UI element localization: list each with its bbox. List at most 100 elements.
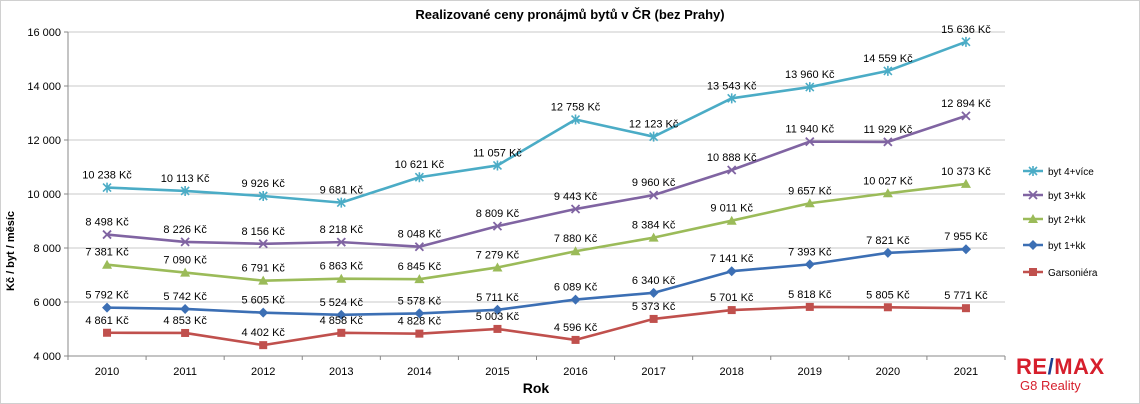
- data-label: 10 373 Kč: [941, 166, 991, 178]
- data-label: 12 758 Kč: [551, 102, 601, 114]
- data-label: 8 809 Kč: [476, 208, 520, 220]
- data-point: [648, 190, 659, 200]
- y-tick-label: 12 000: [27, 135, 61, 147]
- data-label: 6 863 Kč: [320, 261, 364, 273]
- x-tick-label: 2015: [485, 366, 509, 378]
- data-point: [258, 239, 268, 249]
- data-label: 5 524 Kč: [320, 297, 364, 309]
- data-point: [649, 131, 659, 142]
- data-label: 5 742 Kč: [163, 291, 207, 303]
- data-point: [180, 237, 190, 247]
- x-tick-label: 2017: [641, 366, 665, 378]
- data-point: [961, 304, 970, 313]
- data-point: [492, 221, 503, 231]
- data-label: 11 057 Kč: [473, 147, 522, 159]
- data-label: 10 238 Kč: [82, 170, 132, 182]
- y-tick-label: 4 000: [33, 351, 61, 363]
- data-point: [805, 302, 814, 311]
- legend-marker: [1028, 190, 1038, 200]
- data-point: [570, 114, 581, 125]
- data-label: 9 681 Kč: [320, 185, 364, 197]
- data-label: 6 340 Kč: [632, 275, 676, 287]
- y-tick-label: 14 000: [27, 81, 61, 93]
- data-label: 8 384 Kč: [632, 220, 676, 232]
- data-point: [258, 190, 268, 201]
- x-tick-label: 2014: [407, 366, 431, 378]
- data-point: [883, 137, 893, 147]
- data-label: 6 089 Kč: [554, 282, 598, 294]
- remax-logo-text: RE/MAX: [1016, 354, 1105, 379]
- data-label: 7 141 Kč: [710, 253, 754, 265]
- data-point: [258, 275, 269, 285]
- legend: byt 4+více byt 3+kk byt 2+kk byt 1+kk Garson…: [1023, 166, 1098, 279]
- data-label: 8 048 Kč: [398, 229, 442, 241]
- data-label: 5 711 Kč: [476, 292, 519, 304]
- data-label: 4 828 Kč: [398, 316, 442, 328]
- data-point: [804, 198, 815, 208]
- data-point: [570, 246, 581, 256]
- data-label: 13 960 Kč: [785, 69, 835, 81]
- data-label: 11 929 Kč: [864, 124, 913, 136]
- data-point: [960, 178, 971, 188]
- data-label: 12 894 Kč: [941, 98, 991, 110]
- legend-label: byt 4+více: [1048, 167, 1094, 178]
- data-label: 6 791 Kč: [241, 263, 285, 275]
- data-label: 5 805 Kč: [866, 289, 910, 301]
- x-tick-label: 2018: [719, 366, 743, 378]
- x-tick-label: 2013: [329, 366, 353, 378]
- data-label: 8 218 Kč: [320, 224, 364, 236]
- data-label: 4 858 Kč: [320, 315, 364, 327]
- data-point: [805, 82, 815, 93]
- data-point: [727, 306, 736, 315]
- data-label: 7 381 Kč: [85, 247, 129, 259]
- data-point: [492, 262, 503, 272]
- data-point: [571, 335, 580, 344]
- y-tick-label: 6 000: [33, 297, 61, 309]
- legend-label: byt 3+kk: [1048, 191, 1087, 202]
- data-point: [726, 266, 737, 277]
- data-point: [727, 93, 737, 104]
- data-point: [336, 309, 347, 320]
- data-label: 7 880 Kč: [554, 233, 598, 245]
- data-point: [804, 259, 815, 270]
- remax-logo: RE/MAX G8 Reality: [1016, 356, 1134, 400]
- data-point: [492, 160, 503, 171]
- x-tick-label: 2016: [563, 366, 587, 378]
- data-point: [727, 165, 737, 175]
- data-label: 8 498 Kč: [85, 217, 129, 229]
- data-point: [102, 259, 113, 269]
- data-label: 9 657 Kč: [788, 185, 832, 197]
- series-line: [106, 182, 967, 282]
- legend-marker: [1029, 268, 1037, 276]
- data-label: 9 011 Kč: [710, 203, 753, 215]
- data-point: [961, 111, 971, 121]
- data-label: 4 853 Kč: [163, 315, 207, 327]
- data-point: [102, 182, 112, 193]
- data-label: 5 771 Kč: [944, 290, 988, 302]
- remax-logo-subtitle: G8 Reality: [1020, 378, 1081, 393]
- data-point: [805, 136, 815, 147]
- data-label: 9 443 Kč: [554, 191, 598, 203]
- legend-item: byt 2+kk: [1023, 214, 1087, 226]
- data-point: [414, 274, 425, 284]
- series-line: [106, 114, 967, 249]
- series-line: [107, 247, 967, 317]
- data-point: [103, 328, 112, 337]
- x-tick-label: 2012: [251, 366, 275, 378]
- x-tick-label: 2011: [173, 366, 197, 378]
- data-label: 8 226 Kč: [163, 224, 207, 236]
- data-point: [180, 303, 191, 314]
- series-line: [107, 305, 966, 347]
- data-point: [414, 172, 424, 183]
- data-point: [961, 36, 971, 47]
- series-line: [106, 40, 967, 204]
- data-label: 10 888 Kč: [707, 152, 757, 164]
- legend-item: byt 3+kk: [1023, 190, 1087, 202]
- legend-label: Garsoniéra: [1048, 268, 1098, 279]
- legend-label: byt 1+kk: [1048, 241, 1087, 252]
- data-label: 10 113 Kč: [161, 173, 210, 185]
- y-tick-label: 10 000: [27, 189, 61, 201]
- data-point: [492, 304, 503, 315]
- data-label: 14 559 Kč: [863, 53, 913, 65]
- data-label: 4 402 Kč: [241, 327, 285, 339]
